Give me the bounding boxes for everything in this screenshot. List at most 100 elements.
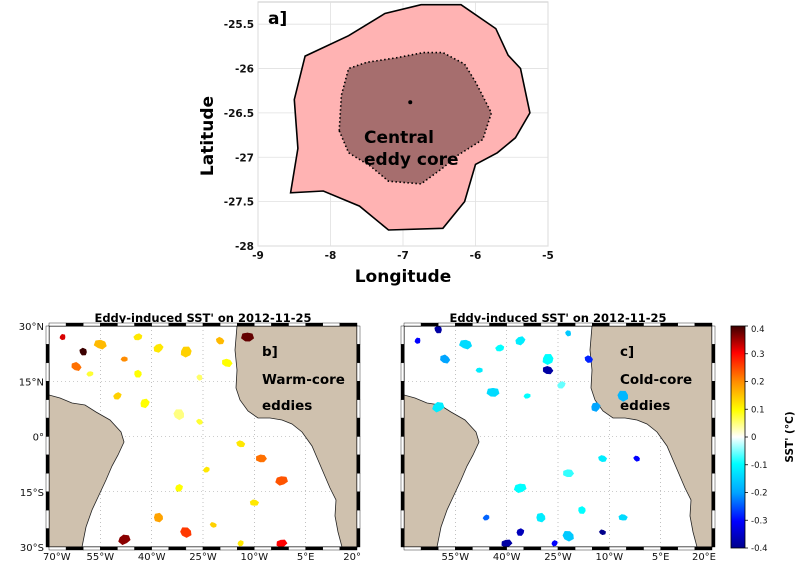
eddy-patch xyxy=(633,455,640,462)
panel-a: a] Central eddy core -9 -8 -7 -6 -5 -25.5 -26… xyxy=(198,1,554,287)
eddy-patch xyxy=(241,332,255,342)
frame-segment xyxy=(339,546,358,551)
eddy-patch xyxy=(202,466,210,473)
frame-segment xyxy=(356,528,361,548)
colorbar: 0.4 0.3 0.2 0.1 0 -0.1 -0.2 -0.3 -0.4 SST' (°C) xyxy=(730,325,796,554)
frame-segment xyxy=(489,546,507,551)
y-axis-label: Latitude xyxy=(198,96,218,176)
frame-segment xyxy=(356,325,361,345)
eddy-patch xyxy=(617,390,628,402)
frame-segment xyxy=(356,417,361,437)
lon-tick-label: 20°E xyxy=(692,552,716,560)
frame-segment xyxy=(557,322,576,327)
eddy-patch xyxy=(584,355,593,363)
eddy-patch xyxy=(175,484,183,492)
eddy-patch xyxy=(598,455,608,462)
frame-segment xyxy=(711,417,716,437)
frame-segment xyxy=(677,546,696,551)
frame-segment xyxy=(254,546,272,551)
frame-segment xyxy=(400,325,405,345)
colorbar-tick-label: -0.3 xyxy=(751,516,768,526)
lon-tick-label: 25°W xyxy=(544,552,572,560)
frame-segment xyxy=(609,322,627,327)
frame-segment xyxy=(356,509,361,529)
panel-b-annotation-1: Warm-core xyxy=(262,372,345,388)
frame-segment xyxy=(403,546,422,551)
frame-segment xyxy=(117,546,135,551)
eddy-patch xyxy=(140,398,150,409)
frame-segment xyxy=(45,325,50,345)
frame-segment xyxy=(711,473,716,492)
frame-segment xyxy=(643,546,661,551)
eddy-patch xyxy=(618,514,628,521)
x-tick-label: -5 xyxy=(542,250,554,262)
frame-segment xyxy=(711,362,716,382)
frame-segment xyxy=(455,322,473,327)
frame-segment xyxy=(305,546,323,551)
panel-c-annotation-2: eddies xyxy=(620,398,670,414)
eddy-patch xyxy=(557,381,566,389)
eddy-patch xyxy=(432,402,445,413)
eddy-patch xyxy=(180,346,192,358)
panel-c-label: c] xyxy=(620,344,634,360)
frame-segment xyxy=(438,322,456,327)
y-tick-label: -27 xyxy=(235,152,254,164)
frame-segment xyxy=(322,546,341,551)
panel-c-annotation-1: Cold-core xyxy=(620,372,692,388)
eddy-patch xyxy=(516,528,525,536)
eddy-patch xyxy=(256,454,268,463)
frame-segment xyxy=(455,546,473,551)
eddy-patch xyxy=(458,339,473,350)
frame-segment xyxy=(472,546,490,551)
frame-segment xyxy=(288,546,306,551)
lat-tick-label: 15°N xyxy=(19,377,44,388)
frame-segment xyxy=(711,528,716,548)
frame-segment xyxy=(202,322,221,327)
frame-segment xyxy=(168,322,187,327)
panel-c-map xyxy=(404,326,712,547)
frame-segment xyxy=(356,491,361,511)
eddy-patch xyxy=(523,393,531,399)
frame-segment xyxy=(400,399,405,419)
frame-segment xyxy=(356,381,361,400)
eddy-patch xyxy=(578,506,586,514)
africa-land-c xyxy=(589,326,712,547)
eddy-patch xyxy=(86,371,94,377)
eddy-patch xyxy=(215,336,225,345)
frame-segment xyxy=(65,322,84,327)
panel-a-y-ticks: -25.5 -26 -26.5 -27 -27.5 -28 xyxy=(224,19,254,253)
eddy-patch xyxy=(118,534,131,546)
eddy-patch xyxy=(591,402,601,412)
frame-segment xyxy=(356,473,361,492)
eddy-patch xyxy=(513,483,527,494)
annotation-line-2: eddy core xyxy=(364,150,459,170)
colorbar-tick-label: 0 xyxy=(751,433,756,443)
lon-tick-label: 5°E xyxy=(297,552,315,560)
colorbar-tick-label: -0.2 xyxy=(751,489,768,499)
frame-segment xyxy=(400,473,405,492)
frame-segment xyxy=(237,322,255,327)
x-tick-label: -6 xyxy=(470,250,482,262)
colorbar-tick-label: 0.1 xyxy=(751,405,765,415)
panel-b-annotation-2: eddies xyxy=(262,398,312,414)
eddy-patch xyxy=(133,333,143,341)
frame-segment xyxy=(45,417,50,437)
eddy-patch xyxy=(134,369,142,378)
eddy-patch xyxy=(209,522,217,528)
eddy-patch xyxy=(495,344,505,352)
eddy-patch xyxy=(275,476,288,486)
frame-segment xyxy=(438,546,456,551)
x-tick-label: -8 xyxy=(325,250,337,262)
colorbar-tick-label: 0.4 xyxy=(751,325,765,335)
frame-segment xyxy=(322,322,341,327)
frame-segment xyxy=(151,322,169,327)
frame-segment xyxy=(45,491,50,511)
frame-segment xyxy=(660,322,678,327)
eddy-patch xyxy=(180,527,192,538)
eddy-patch xyxy=(195,418,203,425)
lon-tick-label: 40°W xyxy=(493,552,521,560)
frame-segment xyxy=(254,322,272,327)
panel-a-x-ticks: -9 -8 -7 -6 -5 xyxy=(252,250,554,262)
eddy-patch xyxy=(153,512,163,523)
